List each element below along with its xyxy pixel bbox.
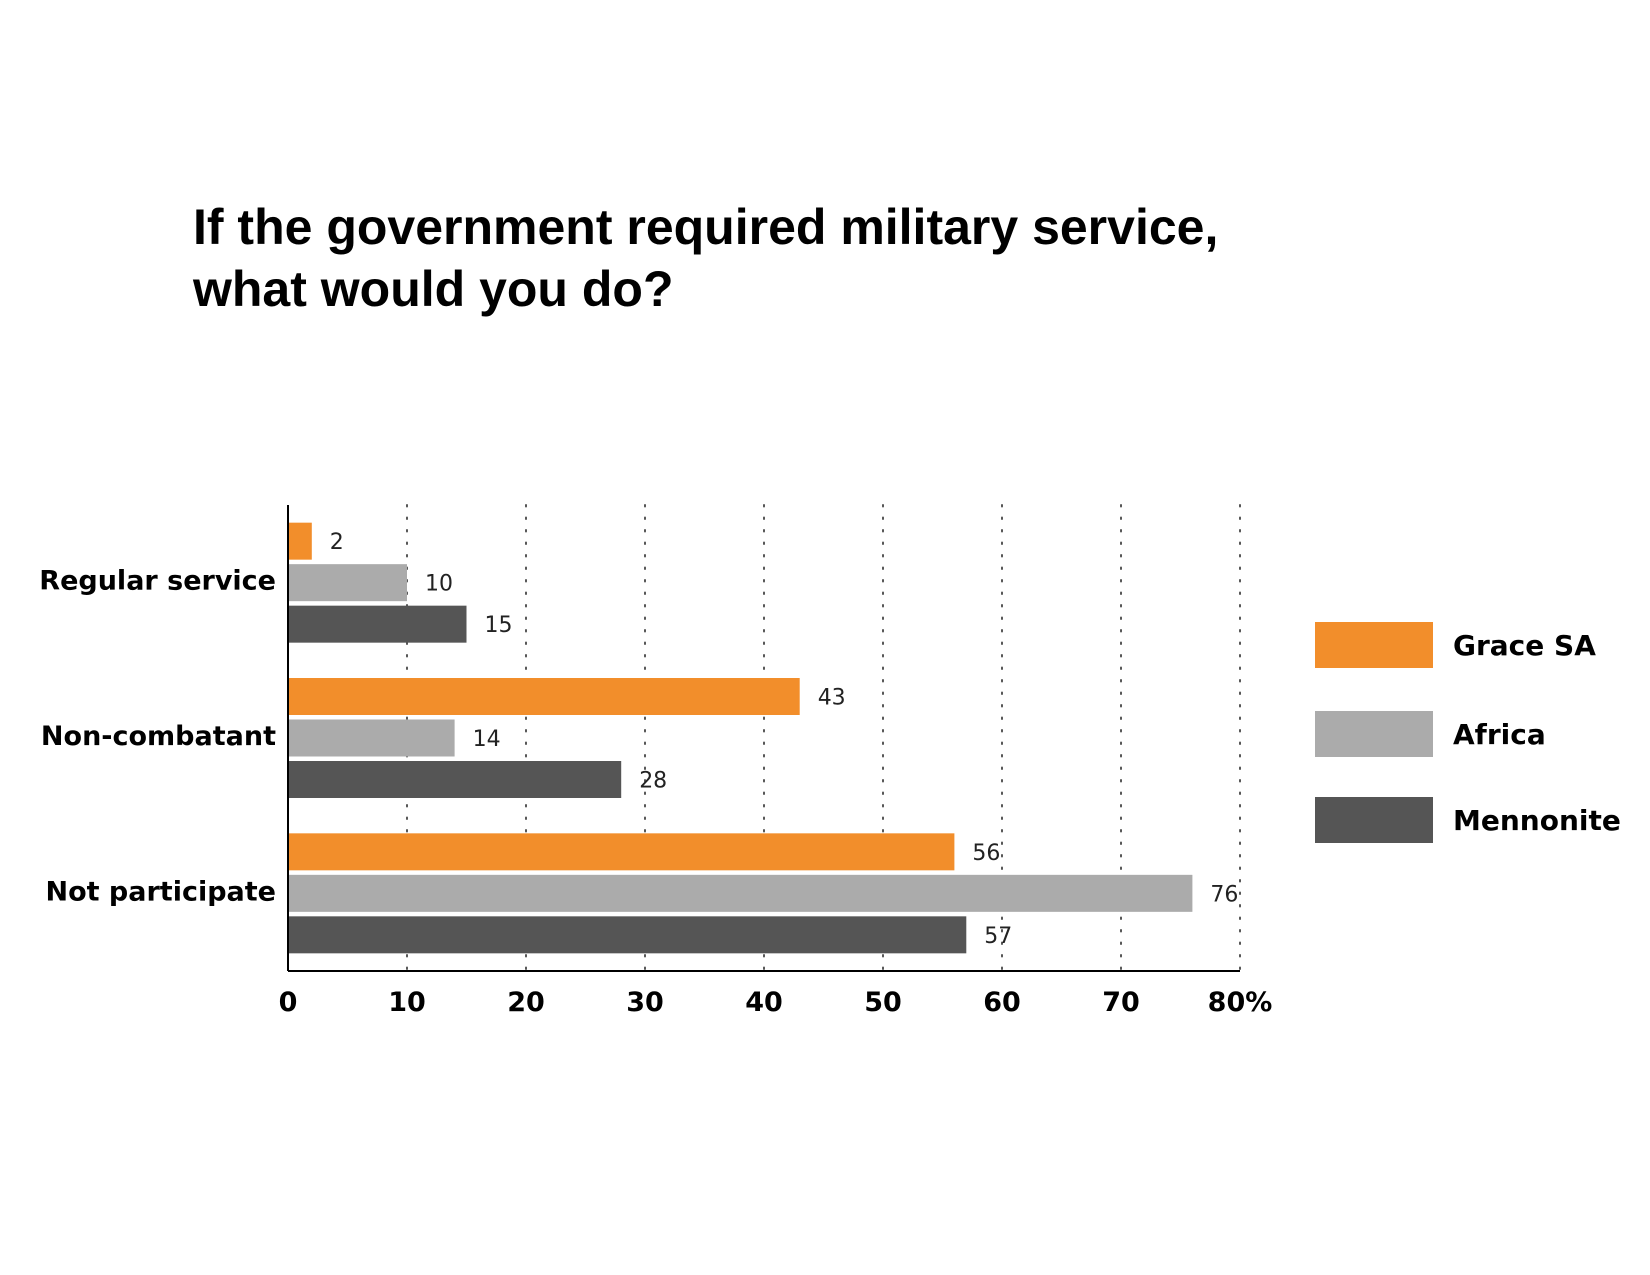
bar-africa-1 [288, 564, 407, 602]
x-tick-label-70: 70 [1102, 987, 1140, 1018]
legend: Grace SA Africa Mennonite [1315, 622, 1621, 843]
data-label-grace-sa-2: 43 [818, 686, 846, 711]
bar-africa-2 [288, 719, 455, 757]
legend-label-grace-sa: Grace SA [1453, 629, 1596, 662]
title-line-2: what would you do? [193, 261, 674, 317]
legend-swatch-grace-sa [1315, 622, 1433, 668]
data-label-mennonite-1: 15 [485, 613, 513, 638]
title-line-1: If the government required military serv… [193, 199, 1219, 255]
data-label-africa-3: 76 [1210, 882, 1238, 907]
axes [287, 505, 1240, 972]
bars [288, 522, 1193, 954]
x-tick-label-30: 30 [626, 987, 664, 1018]
legend-swatch-mennonite [1315, 797, 1433, 843]
bar-africa-3 [288, 874, 1193, 912]
x-tick-label-80: 80% [1208, 987, 1273, 1018]
bar-grace-sa-1 [288, 522, 312, 560]
data-label-mennonite-3: 57 [984, 924, 1012, 949]
bar-mennonite-3 [288, 916, 967, 954]
labels: 2 10 15 Regular service 43 14 28 Non-combatant 5… [39, 530, 1272, 1018]
page-title: If the government required military serv… [193, 196, 1393, 320]
x-tick-label-20: 20 [507, 987, 545, 1018]
data-label-africa-1: 10 [425, 572, 453, 597]
legend-label-mennonite: Mennonite [1453, 804, 1621, 837]
bar-mennonite-1 [288, 605, 467, 643]
data-label-grace-sa-3: 56 [972, 841, 1000, 866]
bar-grace-sa-2 [288, 678, 800, 715]
x-tick-label-50: 50 [864, 987, 902, 1018]
x-tick-label-0: 0 [279, 987, 298, 1018]
data-label-grace-sa-1: 2 [330, 530, 344, 555]
data-label-mennonite-2: 28 [639, 769, 667, 794]
legend-label-africa: Africa [1453, 718, 1546, 751]
category-label-1: Regular service [39, 566, 276, 597]
data-label-africa-2: 14 [473, 727, 501, 752]
bar-mennonite-2 [288, 761, 622, 798]
bar-grace-sa-3 [288, 833, 955, 871]
x-tick-label-60: 60 [983, 987, 1021, 1018]
x-tick-label-10: 10 [388, 987, 426, 1018]
category-label-3: Not participate [45, 876, 276, 907]
legend-swatch-africa [1315, 711, 1433, 757]
x-tick-label-40: 40 [745, 987, 783, 1018]
category-label-2: Non-combatant [41, 721, 276, 752]
